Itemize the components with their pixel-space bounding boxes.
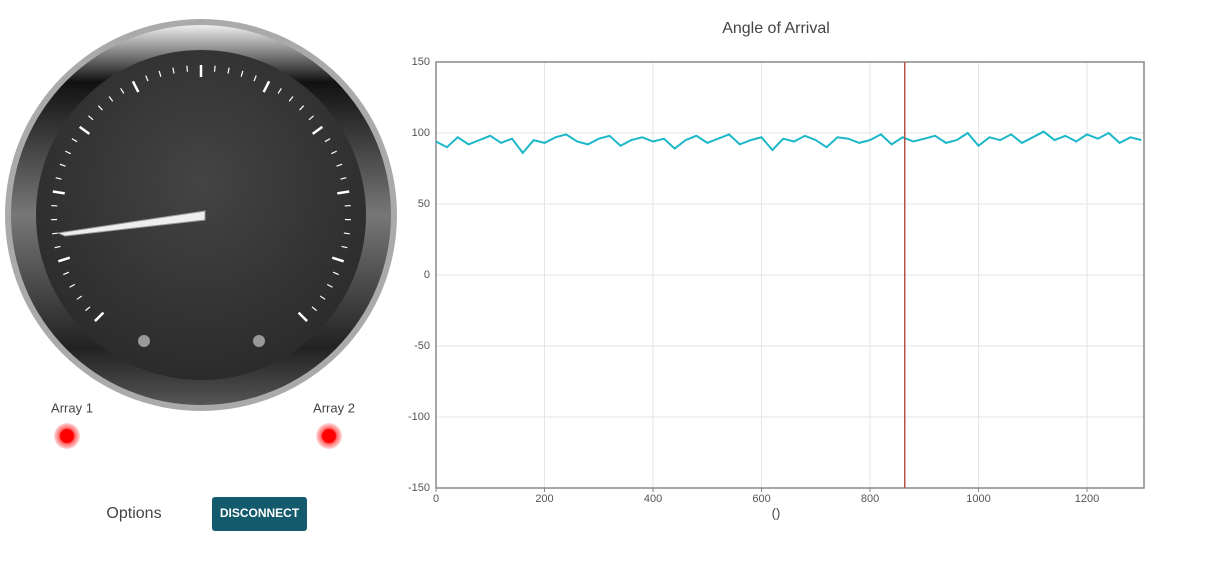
gauge-tick (240, 70, 244, 77)
x-axis-label: () (772, 505, 781, 520)
status-led (316, 423, 342, 449)
x-tick-label: 1000 (966, 493, 990, 505)
gauge-tick (337, 190, 350, 195)
gauge-tick (340, 177, 347, 180)
chart-title: Angle of Arrival (722, 20, 830, 37)
gauge-tick (63, 271, 70, 276)
gauge-tick (311, 125, 324, 135)
gauge-tick (59, 163, 66, 167)
gauge-tick (253, 75, 257, 82)
gauge-tick (262, 80, 271, 93)
y-tick-label: 150 (412, 56, 430, 68)
x-tick-label: 600 (752, 493, 770, 505)
gauge-tick (71, 138, 78, 143)
gauge-tick (158, 70, 162, 77)
gauge-tick (172, 67, 175, 74)
y-tick-label: -50 (414, 340, 430, 352)
y-tick-label: 50 (418, 198, 430, 210)
y-tick-label: 0 (424, 269, 430, 281)
gauge-tick (308, 115, 314, 121)
gauge-tick (108, 96, 114, 102)
button-label: DISCONNECT (220, 506, 300, 520)
gauge-tick (85, 306, 91, 312)
gauge-tick (324, 138, 331, 143)
gauge-tick (227, 67, 230, 74)
gauge-screw (138, 335, 150, 347)
gauge-tick (311, 306, 317, 312)
gauge-tick (297, 311, 308, 322)
gauge-tick (288, 96, 294, 102)
disconnect-button[interactable]: DISCONNECT (212, 497, 307, 531)
gauge-tick (97, 105, 103, 111)
gauge-tick (76, 295, 83, 300)
array-label: Array 1 (51, 400, 93, 415)
x-tick-label: 400 (644, 493, 662, 505)
y-tick-label: 100 (412, 127, 430, 139)
x-tick-label: 1200 (1075, 493, 1099, 505)
gauge-tick (326, 283, 333, 288)
gauge-tick (213, 65, 216, 72)
gauge-tick (331, 256, 345, 263)
array-label: Array 2 (313, 400, 355, 415)
data-line (435, 130, 1142, 155)
gauge-tick (120, 88, 125, 94)
gauge-tick (69, 283, 76, 288)
button-bg (212, 497, 307, 531)
x-tick-label: 800 (861, 493, 879, 505)
gauge-tick (94, 311, 105, 322)
x-tick-label: 0 (433, 493, 439, 505)
gauge-tick (341, 245, 348, 249)
gauge-tick (65, 150, 71, 155)
gauge-tick (332, 271, 339, 276)
gauge-tick (319, 295, 326, 300)
gauge-needle (56, 210, 206, 237)
options-link[interactable]: Options (106, 505, 161, 522)
gauge-tick (336, 163, 343, 167)
plot-frame (435, 61, 1145, 489)
gauge-tick (88, 115, 94, 121)
status-led (54, 423, 80, 449)
gauge (5, 19, 397, 411)
gauge-tick (78, 125, 91, 135)
gauge-tick (145, 75, 149, 82)
gauge-tick (343, 232, 350, 235)
gauge-tick (299, 105, 305, 111)
gauge-tick (331, 150, 337, 155)
gauge-tick (55, 177, 62, 180)
y-tick-label: -100 (408, 411, 430, 423)
y-tick-label: -150 (408, 482, 430, 494)
gauge-tick (57, 256, 71, 263)
gauge-tick (54, 245, 61, 249)
gauge-tick (52, 190, 65, 195)
gauge-tick (186, 65, 189, 72)
gauge-tick (277, 88, 282, 94)
gauge-tick (131, 80, 140, 93)
gauge-screw (253, 335, 265, 347)
x-tick-label: 200 (535, 493, 553, 505)
